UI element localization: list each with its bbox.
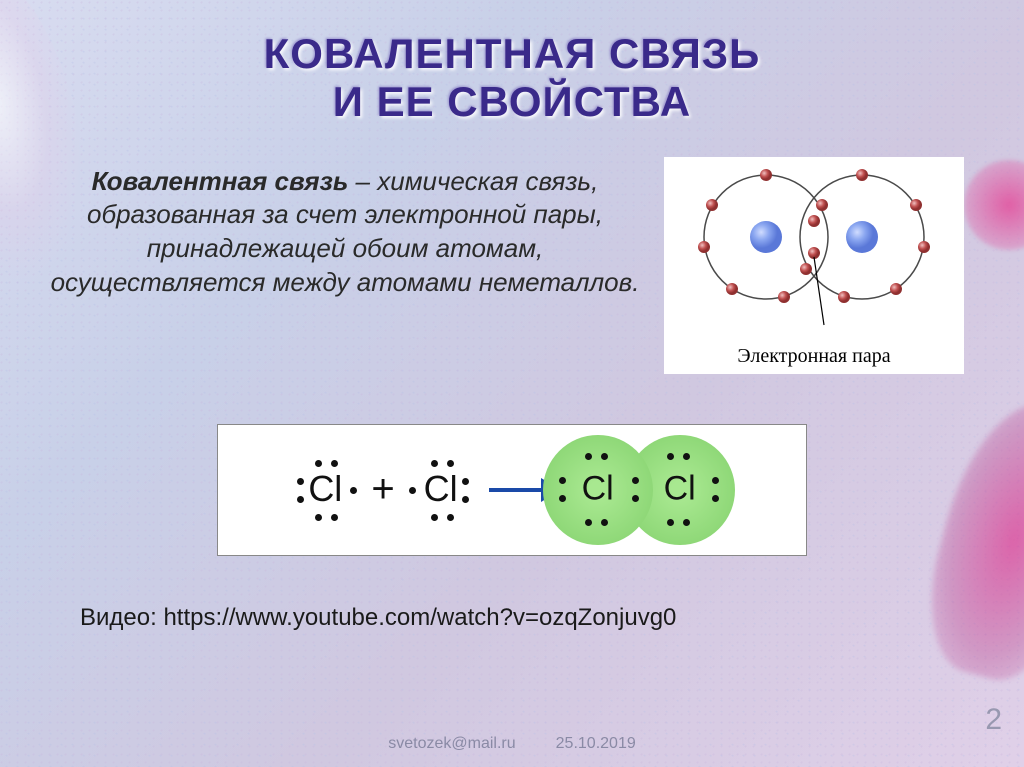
video-link-line: Видео: https://www.youtube.com/watch?v=o…: [40, 604, 984, 632]
video-label: Видео:: [80, 604, 163, 631]
definition-term: Ковалентная связь: [92, 166, 349, 196]
definition-paragraph: Ковалентная связь – химическая связь, об…: [40, 157, 644, 308]
title-line-1: КОВАЛЕНТНАЯ СВЯЗЬ: [264, 30, 761, 77]
page-number: 2: [985, 703, 1002, 737]
lewis-structure-box: Cl + Cl Cl Cl: [217, 424, 807, 556]
content-row: Ковалентная связь – химическая связь, об…: [40, 157, 984, 374]
slide-content: КОВАЛЕНТНАЯ СВЯЗЬ И ЕЕ СВОЙСТВА Ковалент…: [0, 0, 1024, 767]
cl2-product: Cl Cl: [543, 435, 735, 545]
atom-diagram-box: Электронная пара: [664, 157, 964, 374]
cl-reactant-left: Cl: [289, 454, 361, 526]
plus-sign: +: [365, 467, 400, 512]
cl-reactant-right: Cl: [405, 454, 477, 526]
covalent-atom-svg: [674, 165, 954, 345]
video-url[interactable]: https://www.youtube.com/watch?v=ozqZonju…: [163, 604, 676, 631]
electron-pair-label: Электронная пара: [668, 345, 960, 368]
slide-title: КОВАЛЕНТНАЯ СВЯЗЬ И ЕЕ СВОЙСТВА: [40, 30, 984, 127]
footer-email: svetozek@mail.ru: [388, 735, 515, 753]
title-line-2: И ЕЕ СВОЙСТВА: [333, 78, 692, 125]
slide-footer: svetozek@mail.ru 25.10.2019: [0, 735, 1024, 753]
cl-product-left: Cl: [543, 435, 653, 545]
footer-date: 25.10.2019: [556, 735, 636, 753]
